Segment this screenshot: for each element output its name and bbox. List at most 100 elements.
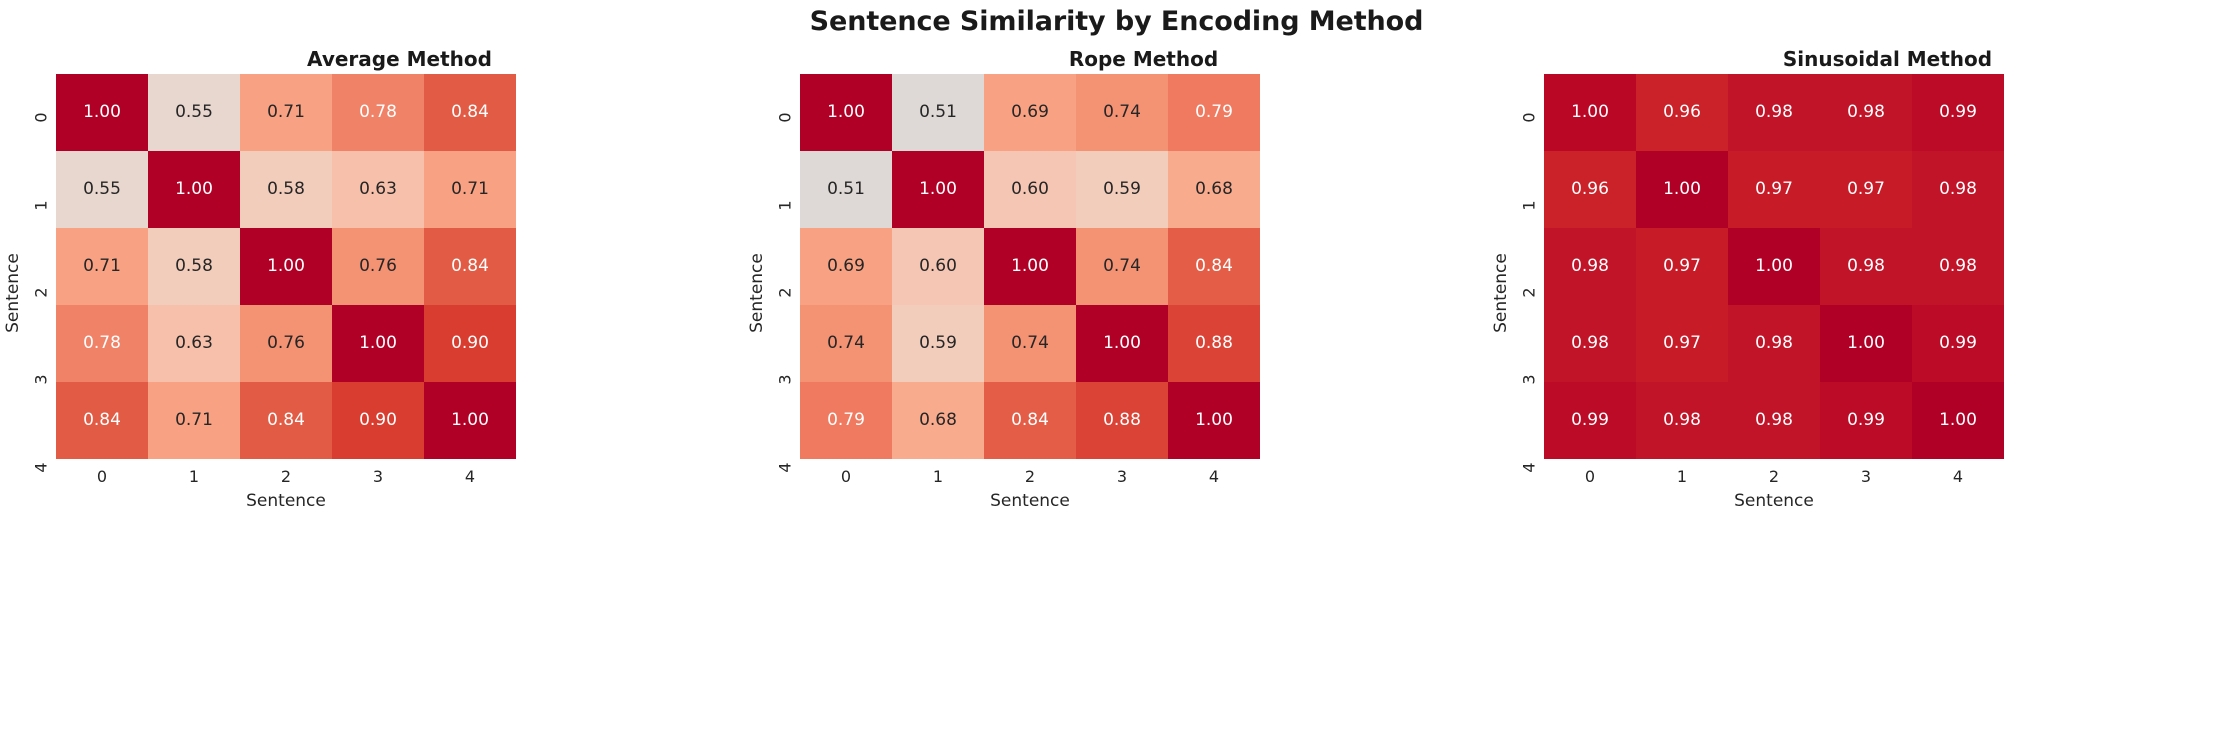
heatmap-cell: 0.98 (1728, 74, 1820, 151)
panel-title: Rope Method (1068, 47, 1219, 71)
grid-column: 1.00 0.51 0.69 0.74 0.79 0.51 1.00 0.60 0.59 0.68… (800, 74, 1260, 511)
heatmap-cell: 0.97 (1636, 228, 1728, 305)
heatmap-matrix: 1.00 0.51 0.69 0.74 0.79 0.51 1.00 0.60 0.59 0.68… (800, 74, 1260, 459)
y-tick-text: 0 (775, 112, 795, 123)
heatmap-cell: 0.74 (1076, 228, 1168, 305)
heatmap-cell: 1.00 (800, 74, 892, 151)
heatmap-cell: 1.00 (984, 228, 1076, 305)
heatmap-cell: 0.97 (1820, 151, 1912, 228)
heatmap-cell: 0.84 (1168, 228, 1260, 305)
y-tick-label: 1 (770, 161, 800, 248)
y-tick-column: 0 1 2 3 4 (1514, 74, 1544, 511)
y-axis-label: Sentence (3, 252, 24, 333)
heatmap-cell: 0.97 (1636, 305, 1728, 382)
plot-area: Sentence 0 1 2 3 4 1.00 0.55 0.71 0.78 0.84 0.55 1.0… (0, 74, 744, 511)
y-tick-text: 3 (1519, 374, 1539, 386)
y-tick-text: 3 (775, 374, 795, 386)
x-tick-label: 4 (464, 466, 476, 486)
y-tick-text: 4 (775, 462, 795, 473)
heatmap-cell: 0.98 (1820, 74, 1912, 151)
heatmap-cell: 1.00 (148, 151, 240, 228)
grid-column: 1.00 0.96 0.98 0.98 0.99 0.96 1.00 0.97 0.97 0.98… (1544, 74, 2004, 511)
heatmap-cell: 0.55 (56, 151, 148, 228)
y-tick-text: 4 (31, 462, 51, 473)
heatmap-cell: 0.98 (1636, 382, 1728, 459)
heatmap-cell: 0.74 (800, 305, 892, 382)
heatmap-cell: 0.55 (148, 74, 240, 151)
grid-column: 1.00 0.55 0.71 0.78 0.84 0.55 1.00 0.58 0.63 0.71… (56, 74, 516, 511)
heatmap-cell: 0.90 (332, 382, 424, 459)
heatmap-cell: 1.00 (240, 228, 332, 305)
heatmap-cell: 0.51 (892, 74, 984, 151)
heatmap-cell: 0.71 (56, 228, 148, 305)
x-tick-label: 1 (932, 466, 944, 486)
heatmap-cell: 0.98 (1820, 228, 1912, 305)
x-tick-label: 2 (280, 466, 292, 486)
heatmap-cell: 0.63 (332, 151, 424, 228)
y-axis-label-wrap: Sentence (0, 74, 26, 511)
heatmap-cell: 0.69 (984, 74, 1076, 151)
x-axis-label: Sentence (246, 491, 326, 511)
heatmap-cell: 1.00 (1636, 151, 1728, 228)
heatmap-cell: 0.78 (56, 305, 148, 382)
panel-title: Sinusoidal Method (1782, 47, 1993, 71)
heatmap-cell: 1.00 (892, 151, 984, 228)
y-tick-label: 0 (1514, 74, 1544, 161)
heatmap-cell: 0.59 (892, 305, 984, 382)
x-tick-label: 2 (1024, 466, 1036, 486)
heatmap-cell: 0.98 (1544, 305, 1636, 382)
heatmap-cell: 1.00 (1544, 74, 1636, 151)
heatmap-cell: 0.98 (1912, 228, 2004, 305)
heatmap-panel-group: Average Method Sentence 0 1 2 3 4 1.00 0.55 0.71 0… (0, 48, 2233, 511)
heatmap-cell: 0.96 (1544, 151, 1636, 228)
y-tick-text: 4 (1519, 462, 1539, 473)
x-tick-label: 0 (96, 466, 108, 486)
y-tick-text: 0 (1519, 112, 1539, 123)
heatmap-panel: Rope Method Sentence 0 1 2 3 4 1.00 0.51 0.69 0.74… (744, 48, 1488, 511)
heatmap-cell: 0.76 (240, 305, 332, 382)
heatmap-cell: 0.63 (148, 305, 240, 382)
x-tick-label: 3 (1860, 466, 1872, 486)
heatmap-cell: 0.71 (240, 74, 332, 151)
y-tick-column: 0 1 2 3 4 (770, 74, 800, 511)
y-tick-label: 4 (1514, 424, 1544, 511)
heatmap-cell: 0.78 (332, 74, 424, 151)
heatmap-cell: 0.71 (148, 382, 240, 459)
heatmap-cell: 0.84 (56, 382, 148, 459)
heatmap-cell: 0.79 (800, 382, 892, 459)
x-axis-label: Sentence (990, 491, 1070, 511)
y-tick-label: 4 (770, 424, 800, 511)
y-tick-text: 2 (31, 287, 51, 298)
heatmap-cell: 0.96 (1636, 74, 1728, 151)
y-tick-text: 1 (775, 200, 795, 211)
y-tick-text: 1 (1519, 200, 1539, 211)
x-tick-label: 3 (1116, 466, 1128, 486)
y-axis-label-wrap: Sentence (744, 74, 770, 511)
x-tick-label: 1 (188, 466, 200, 486)
y-axis-label: Sentence (1491, 252, 1512, 333)
heatmap-cell: 0.60 (984, 151, 1076, 228)
panel-title: Average Method (307, 47, 492, 71)
heatmap-cell: 0.98 (1728, 305, 1820, 382)
x-tick-label: 3 (372, 466, 384, 486)
heatmap-cell: 0.88 (1168, 305, 1260, 382)
heatmap-cell: 1.00 (1820, 305, 1912, 382)
y-tick-label: 3 (1514, 336, 1544, 423)
heatmap-cell: 0.76 (332, 228, 424, 305)
heatmap-cell: 0.68 (1168, 151, 1260, 228)
y-axis-label: Sentence (747, 252, 768, 333)
x-tick-label: 1 (1676, 466, 1688, 486)
x-tick-label: 4 (1952, 466, 1964, 486)
y-tick-label: 0 (770, 74, 800, 161)
heatmap-cell: 0.99 (1820, 382, 1912, 459)
heatmap-cell: 0.99 (1912, 74, 2004, 151)
heatmap-cell: 0.84 (984, 382, 1076, 459)
heatmap-cell: 0.74 (1076, 74, 1168, 151)
heatmap-cell: 1.00 (424, 382, 516, 459)
x-tick-label: 4 (1208, 466, 1220, 486)
heatmap-panel: Average Method Sentence 0 1 2 3 4 1.00 0.55 0.71 0… (0, 48, 744, 511)
x-tick-label: 2 (1768, 466, 1780, 486)
y-tick-column: 0 1 2 3 4 (26, 74, 56, 511)
heatmap-cell: 0.58 (240, 151, 332, 228)
